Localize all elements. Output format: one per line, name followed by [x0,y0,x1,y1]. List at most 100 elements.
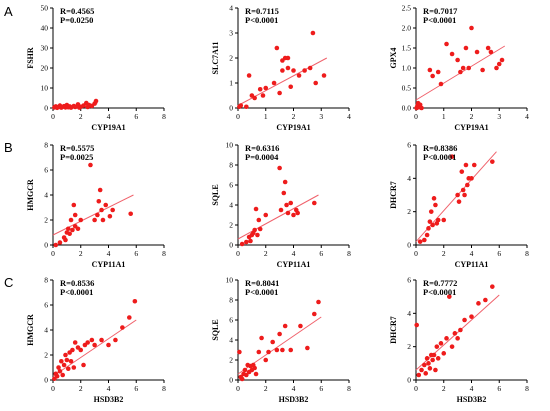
y-tick-label: 8 [229,161,233,170]
y-tick-label: 8 [44,276,48,285]
data-point [271,80,277,86]
data-point [64,357,70,363]
y-tick-label: 2 [229,356,233,365]
y-tick-label: 6 [229,316,233,325]
regression-line [237,194,319,240]
data-point [441,217,447,223]
x-tick-label: 4 [107,384,111,393]
data-point [441,351,447,356]
x-tick-label: 3 [497,112,501,121]
x-tick-label: 4 [347,112,351,121]
y-tick-label: 6 [44,301,48,310]
data-point [480,67,485,73]
y-tick-label: 4 [229,336,233,345]
x-tick-label: 0 [414,249,418,258]
x-axis-label: HSD3B2 [457,395,487,404]
x-axis-label: CYP19A1 [276,123,310,132]
data-point [260,93,266,98]
regression-line [237,57,328,106]
data-point [128,211,133,217]
data-point [316,299,321,305]
data-point [419,105,424,111]
data-point [438,81,444,87]
row-labels: A B C [4,4,13,290]
data-point [252,365,257,371]
data-point [427,366,433,371]
data-point [427,67,433,73]
x-axis-label: CYP11A1 [92,260,126,269]
x-tick-label: 2 [79,112,83,121]
data-point [312,311,317,317]
y-tick-label: 8 [229,296,233,305]
data-point [285,65,291,71]
data-point [462,192,467,198]
stat-text: P<0.0001 [245,287,278,297]
data-point [488,49,494,55]
x-tick-label: 2 [442,249,446,258]
data-point [244,239,249,245]
y-tick-label: 2 [229,221,233,230]
x-tick-label: 0 [51,384,55,393]
data-point [284,202,289,208]
y-tick-label: 6 [44,166,48,175]
data-point [282,323,288,329]
data-point [455,192,460,198]
data-point [452,331,458,336]
row-label-c: C [4,275,13,290]
data-point [430,357,435,363]
x-tick-label: 0 [51,112,55,121]
x-axis-label: CYP11A1 [277,260,311,269]
data-point [435,217,441,223]
data-point [291,68,296,73]
data-point [57,240,63,245]
data-point [103,202,109,208]
data-point [53,242,59,248]
x-tick-label: 0 [236,384,240,393]
y-tick-label: 2 [44,351,48,360]
y-tick-label: 2 [44,216,48,225]
data-point [474,49,480,55]
stat-text: R=0.8536 [60,278,94,288]
data-point [257,86,263,92]
y-tick-label: 1.5 [402,44,412,53]
data-point [127,315,132,320]
data-point [422,237,427,243]
y-tick-label: 0.0 [402,104,412,113]
y-tick-label: 1 [229,79,233,88]
x-tick-label: 0 [414,384,418,393]
data-point [78,347,84,353]
data-point [416,372,422,378]
data-point [433,202,438,208]
y-tick-label: 2 [407,207,411,216]
data-point [444,336,449,341]
data-point [253,206,259,212]
x-tick-label: 2 [264,249,268,258]
y-tick-label: 4 [229,201,233,210]
data-point [455,336,460,341]
data-point [281,190,287,196]
data-point [89,337,95,343]
x-tick-label: 4 [292,384,296,393]
data-point [428,209,434,214]
x-tick-label: 2 [442,384,446,393]
data-point [68,358,74,364]
data-point [285,55,291,61]
y-axis-label: SQLE [211,319,220,340]
data-point [60,372,66,378]
data-point [321,73,327,78]
y-tick-label: 4 [407,309,411,318]
data-point [259,335,264,341]
data-point [71,202,77,208]
data-point [424,356,430,361]
x-tick-label: 6 [134,112,138,121]
y-tick-label: 0 [229,241,233,250]
data-point [296,73,302,78]
data-point [263,85,269,91]
x-tick-label: 6 [134,249,138,258]
data-point [256,217,262,223]
data-point [65,226,71,232]
data-point [434,344,440,349]
